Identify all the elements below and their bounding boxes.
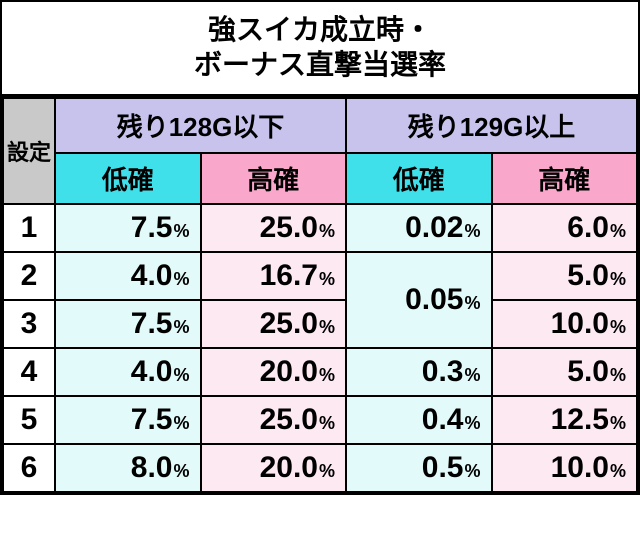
table-row: 44.0%20.0%0.3%5.0% — [3, 348, 637, 396]
cell-a-high: 20.0% — [201, 444, 347, 492]
table-row: 57.5%25.0%0.4%12.5% — [3, 396, 637, 444]
row-label: 6 — [3, 444, 55, 492]
sub-header-b-high: 高確 — [492, 153, 638, 204]
cell-a-low: 4.0% — [55, 252, 201, 300]
cell-a-low: 7.5% — [55, 396, 201, 444]
cell-a-low: 7.5% — [55, 300, 201, 348]
title-line-1: 強スイカ成立時・ — [208, 14, 432, 45]
table-row: 17.5%25.0%0.02%6.0% — [3, 204, 637, 252]
cell-b-high: 10.0% — [492, 300, 638, 348]
cell-a-high: 25.0% — [201, 204, 347, 252]
settei-header: 設定 — [3, 98, 55, 204]
group-header-a: 残り128G以下 — [55, 98, 346, 153]
sub-header-b-low: 低確 — [346, 153, 492, 204]
cell-a-low: 4.0% — [55, 348, 201, 396]
title-line-2: ボーナス直撃当選率 — [194, 49, 446, 80]
table-container: 強スイカ成立時・ ボーナス直撃当選率 設定 残り128G以下 残り129G以上 … — [0, 0, 640, 495]
cell-a-low: 8.0% — [55, 444, 201, 492]
sub-header-a-low: 低確 — [55, 153, 201, 204]
cell-b-low: 0.3% — [346, 348, 492, 396]
cell-a-high: 25.0% — [201, 300, 347, 348]
cell-b-high: 6.0% — [492, 204, 638, 252]
row-label: 4 — [3, 348, 55, 396]
table-body: 17.5%25.0%0.02%6.0%24.0%16.7%0.05%5.0%37… — [3, 204, 637, 492]
sub-header-a-high: 高確 — [201, 153, 347, 204]
table-row: 37.5%25.0% 10.0% — [3, 300, 637, 348]
cell-a-high: 20.0% — [201, 348, 347, 396]
row-label: 5 — [3, 396, 55, 444]
cell-a-high: 16.7% — [201, 252, 347, 300]
table-row: 24.0%16.7%0.05%5.0% — [3, 252, 637, 300]
cell-b-high: 10.0% — [492, 444, 638, 492]
row-label: 2 — [3, 252, 55, 300]
cell-b-low: 0.02% — [346, 204, 492, 252]
cell-b-high: 12.5% — [492, 396, 638, 444]
table-row: 68.0%20.0%0.5%10.0% — [3, 444, 637, 492]
cell-b-low: 0.5% — [346, 444, 492, 492]
group-header-b: 残り129G以上 — [346, 98, 637, 153]
cell-a-high: 25.0% — [201, 396, 347, 444]
data-table: 設定 残り128G以下 残り129G以上 低確 高確 低確 高確 17.5%25… — [2, 97, 638, 493]
table-title: 強スイカ成立時・ ボーナス直撃当選率 — [2, 2, 638, 97]
row-label: 3 — [3, 300, 55, 348]
cell-b-high: 5.0% — [492, 252, 638, 300]
cell-b-high: 5.0% — [492, 348, 638, 396]
cell-b-low: 0.4% — [346, 396, 492, 444]
row-label: 1 — [3, 204, 55, 252]
cell-a-low: 7.5% — [55, 204, 201, 252]
cell-b-low: 0.05% — [346, 252, 492, 348]
